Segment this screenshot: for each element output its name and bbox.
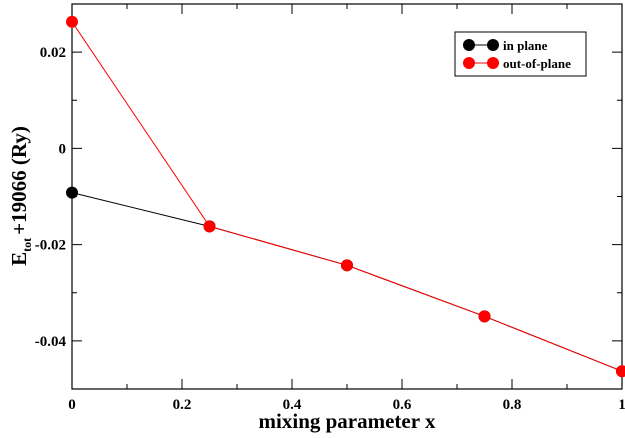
- series-line-in-plane: [71, 192, 623, 372]
- legend-label-in-plane: in plane: [503, 38, 548, 53]
- y-tick-label: -0.02: [35, 238, 66, 254]
- data-point-in-plane: [66, 186, 78, 199]
- y-tick-label: 0: [59, 141, 67, 157]
- y-tick-label: 0.02: [40, 45, 66, 61]
- legend: in plane out-of-plane: [454, 31, 587, 77]
- legend-marker-out-of-plane: [463, 57, 475, 69]
- x-tick-label: 0.4: [283, 397, 302, 413]
- y-axis-title-main: E: [7, 252, 31, 266]
- y-axis-title: Etot +19066 (Ry): [7, 126, 34, 266]
- x-tick-label: 0.6: [393, 397, 412, 413]
- y-tick-label: -0.04: [35, 334, 67, 350]
- data-point-out-of-plane: [478, 310, 491, 323]
- data-point-out-of-plane: [341, 259, 353, 272]
- data-point-out-of-plane: [616, 365, 625, 378]
- data-point-out-of-plane: [66, 15, 78, 28]
- x-tick-label: 0.2: [173, 397, 192, 413]
- y-axis-title-rest: +19066 (Ry): [7, 126, 31, 235]
- series-layer: [66, 15, 625, 378]
- legend-marker-in-plane: [487, 39, 499, 51]
- axis-ticks: [71, 3, 623, 390]
- data-point-out-of-plane: [203, 220, 216, 233]
- tick-labels: 0 0.2 0.4 0.6 0.8 1 -0.04 -0.02 0 0.02: [35, 45, 625, 413]
- x-axis-title: mixing parameter x: [259, 409, 436, 433]
- legend-label-out-of-plane: out-of-plane: [503, 56, 571, 71]
- y-axis-title-subscript: tot: [20, 238, 34, 252]
- legend-box: [454, 31, 587, 77]
- legend-marker-in-plane: [463, 39, 475, 51]
- legend-marker-out-of-plane: [487, 57, 499, 69]
- x-tick-label: 0: [68, 397, 76, 413]
- svg-text:Etot+19066 (Ry): Etot +19066 (Ry): [7, 126, 34, 266]
- x-tick-label: 1: [618, 397, 625, 413]
- x-tick-label: 0.8: [503, 397, 522, 413]
